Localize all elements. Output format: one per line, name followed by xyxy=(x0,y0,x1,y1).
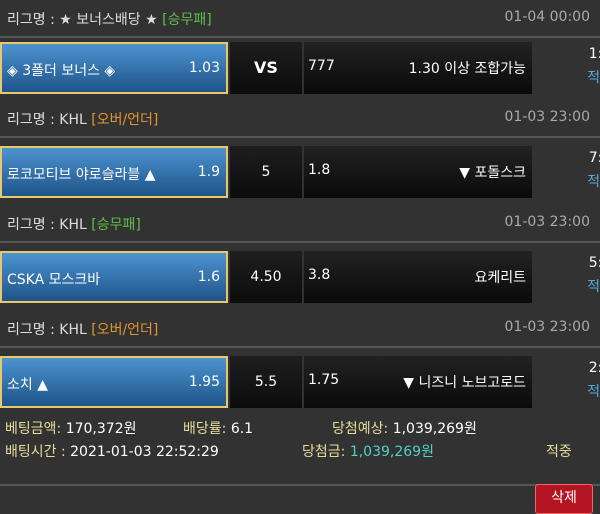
match-date: 01-03 23:00 xyxy=(504,109,590,125)
home-odds: 1.95 xyxy=(188,374,220,390)
match-date: 01-04 00:00 xyxy=(504,9,590,25)
score: 1:0 xyxy=(588,46,600,62)
match-date: 01-03 23:00 xyxy=(504,319,590,335)
away-selection: 777 1.30 이상 조합가능 xyxy=(304,42,532,94)
win-amount: 당첨금: 1,039,269원 xyxy=(302,444,434,460)
score: 5:4 xyxy=(588,255,600,271)
score: 2:5 xyxy=(588,360,600,376)
home-team: ◈ 3폴더 보너스 ◈ xyxy=(7,63,116,79)
home-odds: 1.6 xyxy=(197,269,220,285)
away-odds: 3.8 xyxy=(308,267,331,283)
away-odds: 777 xyxy=(308,58,335,74)
result-status: 적중 xyxy=(587,384,600,400)
away-team: 요케리트 xyxy=(474,270,526,286)
league-name: 리그명 : ★ 보너스배당 ★ [승무패] xyxy=(7,12,212,28)
home-selection[interactable]: 소치 ▲ 1.95 xyxy=(0,356,228,408)
result-status: 적중 xyxy=(587,174,600,190)
home-selection[interactable]: ◈ 3폴더 보너스 ◈ 1.03 xyxy=(0,42,228,94)
away-odds: 1.8 xyxy=(308,162,331,178)
away-selection: 1.8 ▼ 포돌스크 xyxy=(304,146,532,198)
league-header: 리그명 : KHL [오버/언더] 01-03 23:00 xyxy=(0,100,600,138)
home-team: 소치 ▲ xyxy=(7,377,48,393)
match-result: 2:5 적중 xyxy=(532,356,600,408)
league-name: 리그명 : KHL [오버/언더] xyxy=(7,112,159,128)
bet-status: 적중 xyxy=(546,444,572,460)
home-odds: 1.03 xyxy=(188,60,220,76)
match-result: 5:4 적중 xyxy=(532,251,600,303)
score: 7:1 xyxy=(588,150,600,166)
away-odds: 1.75 xyxy=(308,372,340,388)
bet-type: [승무패] xyxy=(91,217,141,233)
away-selection: 1.75 ▼ 니즈니 노브고로드 xyxy=(304,356,532,408)
bet-time: 배팅시간 : 2021-01-03 22:52:29 xyxy=(5,444,219,460)
match-row: CSKA 모스크바 1.6 4.50 3.8 요케리트 5:4 적중 xyxy=(0,251,600,303)
expected-win: 당첨예상: 1,039,269원 xyxy=(332,421,477,437)
league-header: 리그명 : ★ 보너스배당 ★ [승무패] 01-04 00:00 xyxy=(0,0,600,38)
away-selection: 3.8 요케리트 xyxy=(304,251,532,303)
draw-handicap: 4.50 xyxy=(230,251,302,303)
delete-button[interactable]: 삭제 xyxy=(535,484,593,514)
league-name: 리그명 : KHL [승무패] xyxy=(7,217,141,233)
league-header: 리그명 : KHL [오버/언더] 01-03 23:00 xyxy=(0,310,600,348)
bet-type: [오버/언더] xyxy=(91,112,159,128)
league-header: 리그명 : KHL [승무패] 01-03 23:00 xyxy=(0,205,600,243)
bet-type: [오버/언더] xyxy=(91,322,159,338)
home-odds: 1.9 xyxy=(197,164,220,180)
home-team: 로코모티브 야로슬라블 ▲ xyxy=(7,167,156,183)
match-row: 로코모티브 야로슬라블 ▲ 1.9 5 1.8 ▼ 포돌스크 7:1 적중 xyxy=(0,146,600,198)
draw-handicap: VS xyxy=(230,42,302,94)
league-name: 리그명 : KHL [오버/언더] xyxy=(7,322,159,338)
draw-handicap: 5 xyxy=(230,146,302,198)
match-row: 소치 ▲ 1.95 5.5 1.75 ▼ 니즈니 노브고로드 2:5 적중 xyxy=(0,356,600,408)
away-team: ▼ 니즈니 노브고로드 xyxy=(403,375,526,391)
home-team: CSKA 모스크바 xyxy=(7,272,101,288)
match-date: 01-03 23:00 xyxy=(504,214,590,230)
home-selection[interactable]: CSKA 모스크바 1.6 xyxy=(0,251,228,303)
away-team: 1.30 이상 조합가능 xyxy=(408,61,526,77)
bet-amount: 베팅금액: 170,372원 xyxy=(5,421,137,437)
draw-handicap: 5.5 xyxy=(230,356,302,408)
match-result: 1:0 적중 xyxy=(532,42,600,94)
match-row: ◈ 3폴더 보너스 ◈ 1.03 VS 777 1.30 이상 조합가능 1:0 적중 xyxy=(0,42,600,94)
home-selection[interactable]: 로코모티브 야로슬라블 ▲ 1.9 xyxy=(0,146,228,198)
result-status: 적중 xyxy=(587,70,600,86)
divider xyxy=(0,484,600,486)
match-result: 7:1 적중 xyxy=(532,146,600,198)
result-status: 적중 xyxy=(587,279,600,295)
away-team: ▼ 포돌스크 xyxy=(459,165,526,181)
bet-type: [승무패] xyxy=(162,12,212,28)
odds-rate: 배당률: 6.1 xyxy=(183,421,254,437)
